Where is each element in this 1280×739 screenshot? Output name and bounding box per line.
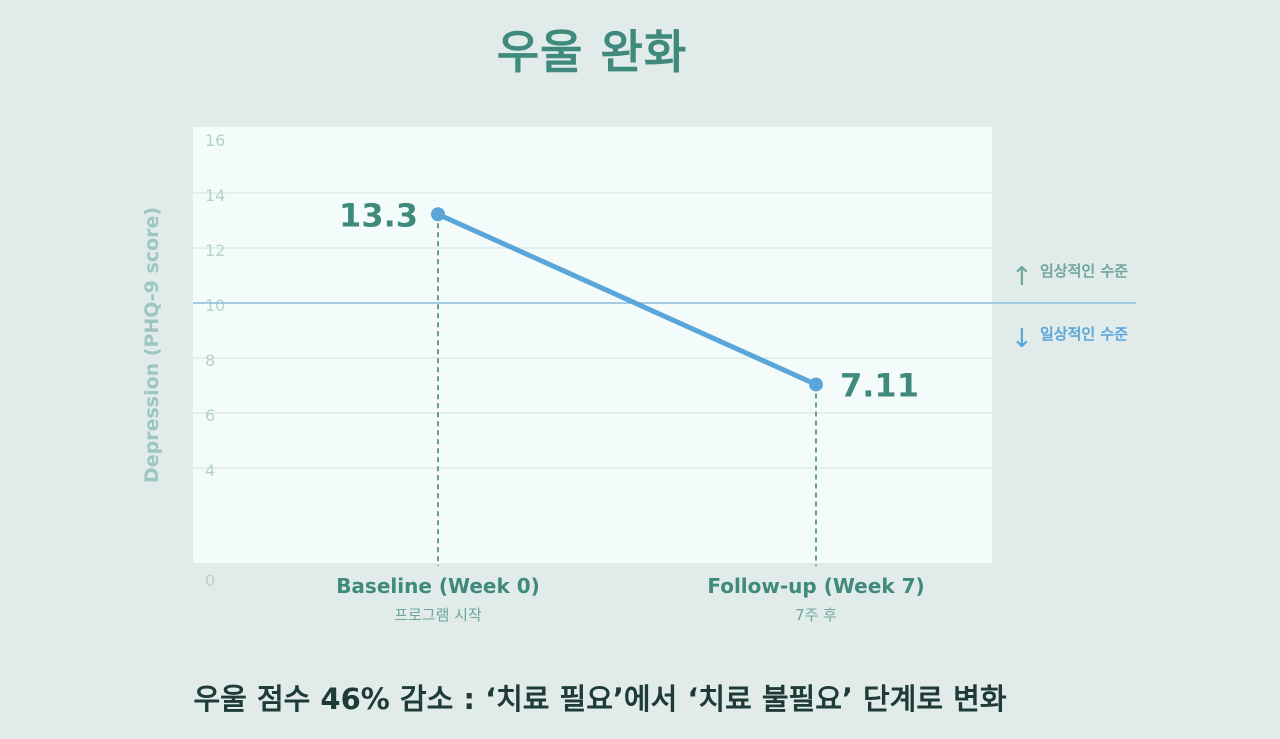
series-line bbox=[435, 211, 819, 387]
y-tick-label: 4 bbox=[205, 461, 215, 480]
arrow-up-icon: ↑ bbox=[1011, 262, 1033, 292]
y-tick-label: 16 bbox=[205, 131, 225, 150]
threshold-label-above: 임상적인 수준 bbox=[1040, 262, 1128, 280]
y-tick-label: 12 bbox=[205, 241, 225, 260]
arrow-down-icon: ↓ bbox=[1011, 324, 1033, 354]
data-point bbox=[431, 207, 445, 222]
y-tick-label: 8 bbox=[205, 351, 215, 370]
data-point bbox=[809, 377, 823, 392]
chart-title: 우울 완화 bbox=[496, 25, 688, 79]
x-category-sublabel: 7주 후 bbox=[795, 606, 837, 624]
y-tick-label: 10 bbox=[205, 296, 225, 315]
y-tick-label: 6 bbox=[205, 406, 215, 425]
y-axis-label: Depression (PHQ-9 score) bbox=[141, 207, 163, 483]
y-tick-label: 0 bbox=[205, 571, 215, 590]
summary-caption: 우울 점수 46% 감소 : ‘치료 필요’에서 ‘치료 불필요’ 단계로 변화 bbox=[193, 682, 1007, 716]
data-label: 7.11 bbox=[840, 366, 919, 404]
y-tick-label: 14 bbox=[205, 186, 225, 205]
threshold-label-below: 일상적인 수준 bbox=[1040, 325, 1128, 343]
plot-area bbox=[193, 127, 992, 563]
x-category-label: Follow-up (Week 7) bbox=[707, 574, 924, 598]
x-category-label: Baseline (Week 0) bbox=[336, 574, 540, 598]
x-category-sublabel: 프로그램 시작 bbox=[394, 606, 482, 624]
data-label: 13.3 bbox=[339, 196, 418, 234]
